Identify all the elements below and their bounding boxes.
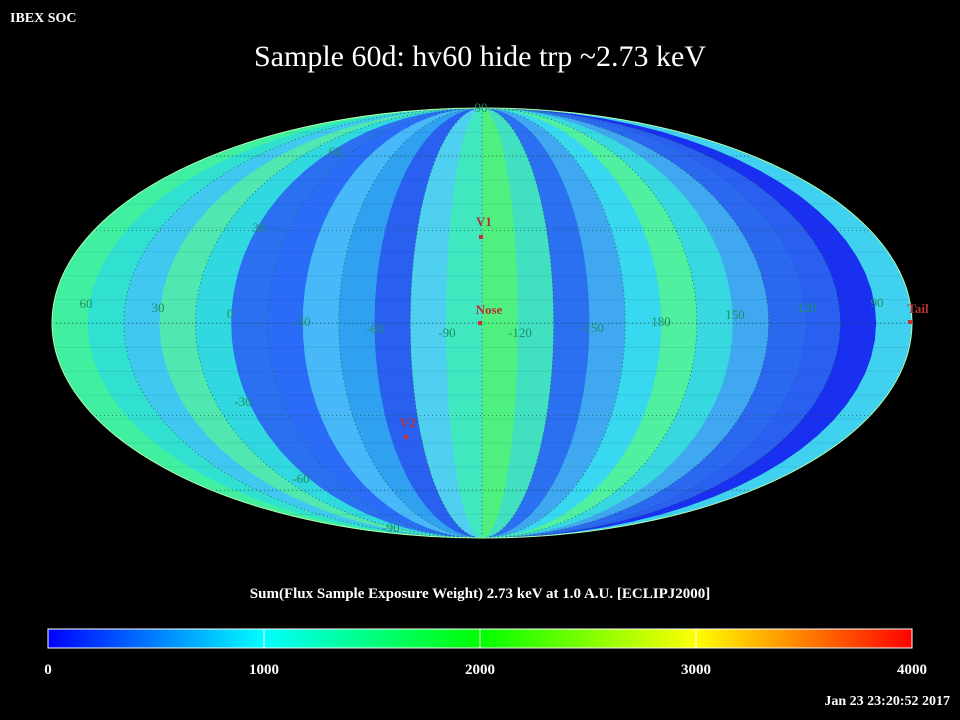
grid-label: 60: [329, 144, 342, 159]
grid-label: -60: [292, 471, 309, 486]
sky-band: [410, 108, 482, 538]
colorbar: 0 1000 2000 3000 4000: [44, 628, 927, 678]
sky-row: [52, 514, 912, 516]
sky-band: [482, 108, 518, 538]
graticule-meridian: [338, 108, 483, 538]
colorbar-label: Sum(Flux Sample Exposure Weight) 2.73 ke…: [250, 586, 710, 602]
colorbar-tick-label: 0: [44, 662, 52, 678]
marker-label: V2: [400, 415, 416, 430]
grid-label: -90: [382, 520, 399, 535]
graticule-meridian: [481, 108, 626, 538]
sky-row: [52, 370, 912, 372]
sky-band: [482, 108, 662, 538]
grid-label: 180: [651, 314, 671, 329]
grid-label: 90: [871, 295, 884, 310]
sky-row: [52, 179, 912, 181]
graticule-meridian: [481, 108, 841, 538]
graticule-meridian: [194, 108, 483, 538]
map-title: Sample 60d: hv60 hide trp ~2.73 keV: [254, 40, 706, 73]
sky-row: [52, 466, 912, 468]
timestamp: Jan 23 23:20:52 2017: [824, 694, 950, 709]
grid-label: 120: [797, 300, 817, 315]
grid-label: -30: [293, 314, 310, 329]
colorbar-tick-label: 3000: [681, 662, 711, 678]
graticule-meridian: [123, 108, 483, 538]
graticule-meridian: [481, 108, 555, 538]
marker-dot: [404, 435, 408, 439]
graticule-meridian: [481, 108, 698, 538]
sky-row: [52, 155, 912, 157]
sky-row: [52, 275, 912, 277]
grid-label: 90: [475, 100, 488, 115]
marker-label: Nose: [476, 302, 503, 317]
marker-label: V1: [476, 214, 492, 229]
marker-label: Tail: [907, 301, 929, 316]
markers: V1 Nose V2 Tail: [400, 214, 929, 439]
colorbar-tick-label: 4000: [897, 662, 927, 678]
marker-dot: [908, 320, 912, 324]
grid-label: 0: [227, 306, 234, 321]
sky-row: [52, 394, 912, 396]
colorbar-tick-label: 1000: [249, 662, 279, 678]
marker-dot: [478, 321, 482, 325]
sky-band: [482, 108, 626, 538]
grid-label: 60: [80, 296, 93, 311]
graticule-meridian: [266, 108, 483, 538]
sky-row: [52, 299, 912, 301]
sky-row: [52, 490, 912, 492]
grid-label: 30: [253, 220, 266, 235]
marker-dot: [479, 235, 483, 239]
sky-band: [482, 108, 590, 538]
graticule-meridian: [481, 108, 770, 538]
sky-band: [231, 108, 482, 538]
sky-band: [482, 108, 697, 538]
sky-row: [52, 131, 912, 133]
grid-label: -60: [366, 321, 383, 336]
sky-band: [374, 108, 482, 538]
grid-label: -120: [508, 325, 532, 340]
grid-label: -150: [580, 320, 604, 335]
sky-band: [267, 108, 482, 538]
sky-band: [482, 108, 733, 538]
sky-row: [52, 346, 912, 348]
grid-label: 150: [725, 307, 745, 322]
sky-map: [52, 108, 912, 538]
grid-label: 30: [152, 300, 165, 315]
sky-band: [302, 108, 482, 538]
sky-band: [482, 108, 554, 538]
colorbar-tick-label: 2000: [465, 662, 495, 678]
sky-row: [52, 442, 912, 444]
graticule-meridian: [409, 108, 483, 538]
grid-labels: 90 60 30 60 30 0 -30 -60 -90 -120 -150 1…: [80, 100, 884, 535]
sky-row: [52, 227, 912, 229]
sky-row: [52, 203, 912, 205]
sky-row: [52, 418, 912, 420]
sky-row: [52, 251, 912, 253]
source-label: IBEX SOC: [10, 11, 77, 26]
sky-band: [338, 108, 482, 538]
grid-label: -30: [234, 394, 251, 409]
grid-label: -90: [438, 325, 455, 340]
